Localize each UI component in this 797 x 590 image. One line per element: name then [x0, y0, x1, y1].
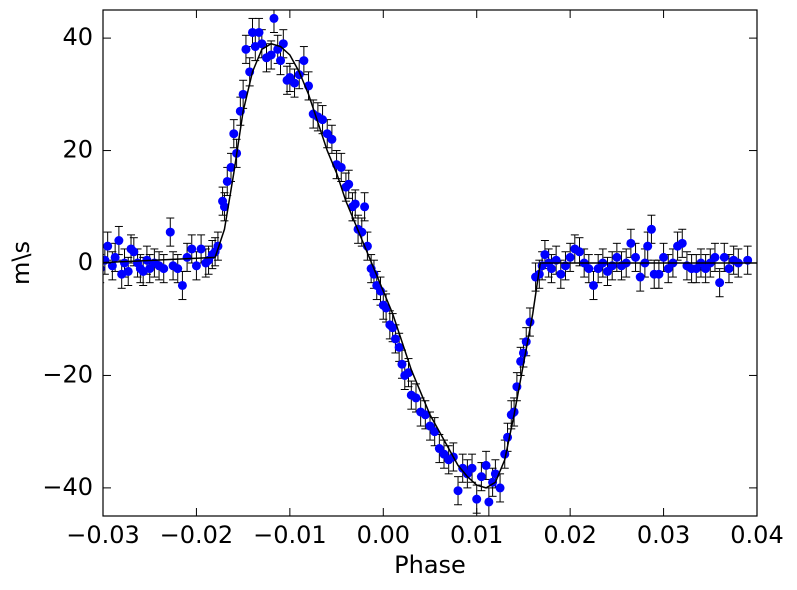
data-point — [476, 472, 486, 482]
data-point — [574, 247, 584, 257]
x-axis-label: Phase — [394, 551, 466, 579]
data-point — [484, 497, 494, 507]
data-point — [254, 27, 264, 37]
data-point — [290, 78, 300, 88]
data-point — [643, 241, 653, 251]
data-point — [397, 359, 407, 369]
data-point — [241, 44, 251, 54]
data-point — [196, 244, 206, 254]
data-point — [381, 303, 391, 313]
data-point — [299, 56, 309, 66]
data-point — [589, 280, 598, 290]
data-point — [269, 13, 279, 23]
y-tick-label: −40 — [42, 473, 93, 501]
data-point — [626, 238, 636, 248]
data-point — [369, 269, 379, 279]
data-point — [123, 266, 133, 276]
data-point — [191, 261, 201, 271]
data-point — [177, 280, 187, 290]
data-point — [103, 241, 113, 251]
x-tick-label: 0.02 — [543, 521, 596, 549]
data-point — [278, 39, 288, 49]
data-point — [114, 236, 124, 246]
data-point — [659, 252, 669, 262]
data-point — [360, 202, 370, 212]
data-point — [453, 486, 463, 496]
data-point — [724, 264, 734, 274]
data-point — [390, 334, 400, 344]
data-point — [222, 176, 232, 186]
data-point — [388, 323, 398, 333]
x-tick-label: 0.01 — [450, 521, 503, 549]
data-point — [565, 252, 575, 262]
data-point — [336, 162, 346, 172]
data-point — [119, 258, 129, 268]
data-point — [420, 410, 430, 420]
data-point — [107, 261, 117, 271]
data-point — [521, 337, 531, 347]
data-point — [350, 199, 360, 209]
data-point — [719, 252, 729, 262]
y-axis-label: m\s — [7, 241, 35, 285]
data-point — [238, 89, 248, 99]
data-point — [129, 247, 139, 257]
data-point — [646, 224, 656, 234]
data-point — [327, 134, 337, 144]
data-point — [540, 250, 550, 260]
plot-area — [103, 10, 757, 516]
data-point — [715, 278, 725, 288]
data-point — [584, 264, 594, 274]
data-point — [495, 483, 505, 493]
data-point — [710, 252, 720, 262]
y-tick-label: 0 — [78, 248, 93, 276]
x-tick-label: −0.01 — [253, 521, 327, 549]
data-point — [165, 227, 175, 237]
data-point — [226, 162, 236, 172]
data-point — [276, 56, 286, 66]
data-point — [110, 252, 120, 262]
data-point — [677, 238, 687, 248]
data-point — [430, 427, 440, 437]
data-point — [344, 179, 354, 189]
y-tick-label: 40 — [62, 23, 93, 51]
data-point — [635, 272, 645, 282]
x-tick-label: 0.04 — [730, 521, 783, 549]
y-tick-label: −20 — [42, 360, 93, 388]
data-point — [411, 393, 421, 403]
x-tick-label: 0.03 — [637, 521, 690, 549]
x-tick-label: −0.02 — [160, 521, 234, 549]
data-point — [318, 115, 328, 125]
data-point — [266, 50, 276, 60]
data-point — [467, 463, 477, 473]
data-point — [472, 494, 482, 504]
data-point — [394, 342, 404, 352]
data-point — [257, 39, 267, 49]
data-point — [546, 264, 556, 274]
data-point — [631, 252, 641, 262]
x-tick-label: −0.03 — [66, 521, 140, 549]
y-tick-label: 20 — [62, 136, 93, 164]
data-point — [182, 252, 192, 262]
data-point — [247, 27, 257, 37]
model-line — [103, 42, 757, 489]
data-point — [481, 460, 491, 470]
data-point — [556, 269, 566, 279]
data-point — [173, 264, 183, 274]
data-point — [229, 129, 239, 139]
data-point — [187, 244, 197, 254]
data-point — [612, 252, 622, 262]
x-tick-label: 0.00 — [357, 521, 410, 549]
data-point — [219, 202, 229, 212]
data-point — [159, 264, 169, 274]
data-point — [654, 269, 664, 279]
